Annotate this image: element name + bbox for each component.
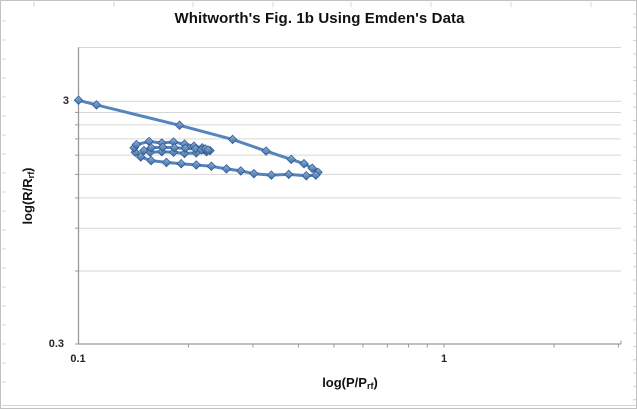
- x-axis-title-text: log(P/P: [322, 375, 367, 390]
- y-axis-title-text: log(R/R: [20, 178, 35, 225]
- y-gridlines: [78, 47, 621, 272]
- x-axis-title-close: ): [373, 375, 378, 390]
- y-tick-label-0_3: 0.3: [48, 338, 64, 350]
- chart-title: Whitworth's Fig. 1b Using Emden's Data: [174, 10, 465, 27]
- x-axis-title-subscript: rf: [366, 381, 374, 391]
- y-tick-label-3: 3: [62, 95, 69, 107]
- x-axis-title: log(P/Prf): [250, 375, 450, 391]
- series-markers: [73, 95, 323, 181]
- x-tick-label-0_1: 0.1: [70, 353, 86, 365]
- x-tick-label-1: 1: [440, 353, 448, 365]
- y-axis-title-close: ): [20, 167, 35, 172]
- y-axis-title-subscript: rf: [26, 171, 36, 179]
- y-axis-title: log(R/Rrf): [20, 96, 40, 296]
